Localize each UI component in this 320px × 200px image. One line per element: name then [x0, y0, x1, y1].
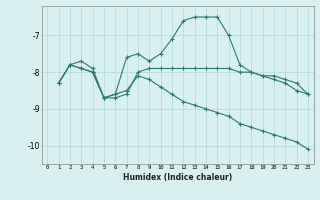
X-axis label: Humidex (Indice chaleur): Humidex (Indice chaleur)	[123, 173, 232, 182]
